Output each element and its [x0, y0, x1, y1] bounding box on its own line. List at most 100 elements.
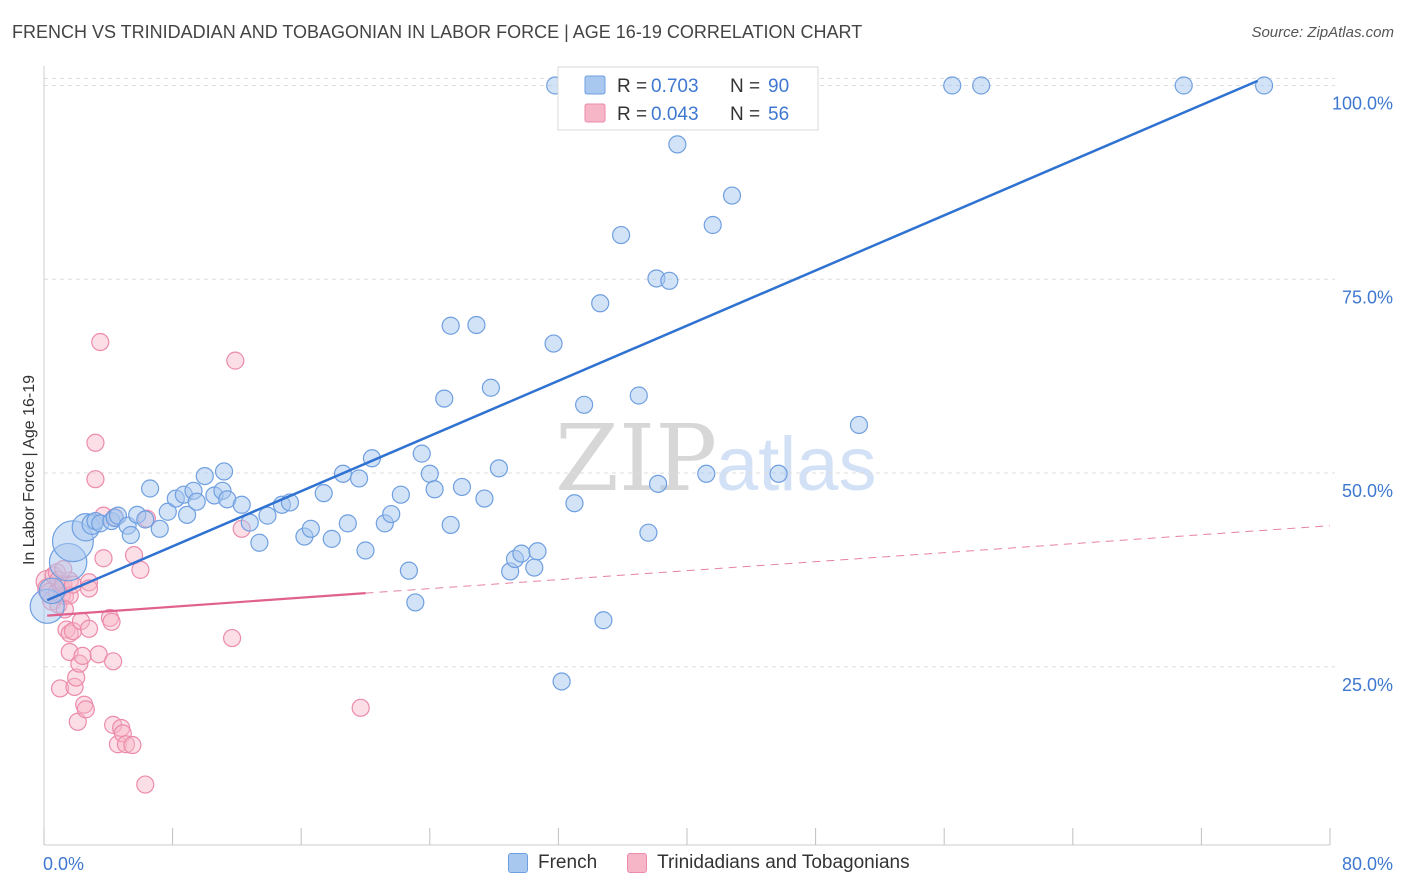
legend-item-trinidadians: Trinidadians and Tobagonians: [627, 852, 910, 874]
legend-top-r-label-trinidadians: R =: [617, 104, 647, 125]
french-point: [943, 76, 962, 95]
y-tick-labels: 25.0% 50.0% 75.0% 100.0%: [1332, 94, 1393, 695]
french-point: [525, 558, 544, 577]
french-point: [349, 469, 369, 488]
series-french-points: [29, 76, 1274, 691]
trinidadians-point: [86, 433, 105, 452]
trend-lines: [46, 79, 1331, 617]
legend-top-n-label-french: N =: [730, 76, 760, 97]
french-point: [435, 389, 454, 408]
french-point: [481, 378, 500, 397]
trinidadians-point: [94, 549, 113, 568]
trinidadians-point: [136, 775, 155, 794]
french-point: [452, 477, 472, 497]
trinidadians-trend-extension: [365, 525, 1331, 594]
source-attribution: Source: ZipAtlas.com: [1251, 24, 1394, 41]
french-point: [611, 225, 631, 245]
french-point: [575, 395, 594, 414]
legend-top-r-value-trinidadians: 0.043: [651, 104, 699, 125]
french-point: [544, 334, 563, 353]
legend-top-n-value-trinidadians: 56: [768, 104, 789, 125]
legend-top-n-value-french: 90: [768, 76, 789, 97]
french-point: [399, 561, 419, 580]
trinidadians-point: [226, 351, 245, 370]
trinidadians-point: [65, 677, 84, 697]
french-point: [668, 135, 687, 154]
french-point: [512, 544, 531, 563]
watermark-atlas: atlas: [716, 422, 877, 507]
french-point: [1254, 76, 1274, 95]
french-point: [150, 519, 169, 538]
legend-bottom: French Trinidadians and Tobagonians: [508, 852, 910, 874]
french-point: [528, 542, 547, 561]
x-tick-label-max: 80.0%: [1342, 854, 1393, 874]
y-tick-label: 75.0%: [1342, 287, 1393, 307]
legend-top-r-label-french: R =: [617, 76, 647, 97]
x-tick-labels: 0.0% 80.0%: [43, 854, 1393, 874]
french-point: [769, 464, 788, 483]
french-point: [301, 519, 320, 538]
trinidadians-point: [89, 645, 108, 664]
french-point: [232, 495, 251, 514]
french-point: [187, 492, 206, 511]
french-point: [441, 316, 460, 335]
french-point: [391, 485, 410, 504]
french-point: [1174, 76, 1193, 95]
trinidadians-point: [60, 624, 79, 643]
trinidadians-point: [351, 698, 370, 717]
french-point: [639, 523, 658, 542]
legend-top: R = 0.703 N = 90 R = 0.043 N = 56: [557, 66, 819, 131]
trinidadians-point: [76, 700, 95, 719]
french-point: [38, 577, 66, 605]
y-tick-label: 25.0%: [1342, 675, 1393, 695]
legend-label-trinidadians: Trinidadians and Tobagonians: [657, 852, 910, 873]
trinidadians-point: [123, 735, 142, 755]
trinidadians-point: [86, 470, 105, 489]
french-point: [594, 611, 613, 630]
trinidadians-point: [116, 735, 136, 754]
french-point: [214, 462, 234, 481]
y-tick-label: 50.0%: [1342, 481, 1393, 501]
legend-swatch-french: [508, 853, 528, 873]
french-point: [314, 484, 333, 503]
french-point: [338, 514, 357, 533]
french-point: [565, 494, 584, 513]
french-point: [972, 76, 991, 95]
x-tick-label-min: 0.0%: [43, 854, 84, 874]
trinidadians-point: [104, 652, 123, 671]
french-point: [136, 510, 155, 529]
legend-item-french: French: [508, 852, 597, 874]
french-point: [703, 215, 722, 235]
french-point: [697, 464, 716, 483]
trinidadians-point: [91, 332, 110, 352]
french-point: [195, 467, 214, 486]
watermark: ZIP atlas: [555, 405, 877, 512]
trinidadians-point: [50, 679, 70, 698]
french-point: [441, 515, 460, 535]
french-point: [140, 479, 160, 498]
french-point: [177, 505, 197, 524]
chart-title: FRENCH VS TRINIDADIAN AND TOBAGONIAN IN …: [12, 22, 863, 42]
french-point: [467, 315, 486, 335]
grid-lines: [44, 78, 1335, 668]
french-point: [648, 474, 668, 493]
trinidadians-trend-line: [47, 592, 366, 617]
trinidadians-point: [102, 612, 121, 631]
french-point: [489, 459, 509, 478]
trinidadians-point: [67, 668, 86, 687]
french-point: [425, 480, 444, 499]
trinidadians-point: [222, 628, 242, 648]
french-point: [406, 593, 425, 612]
legend-top-n-label-trinidadians: N =: [730, 104, 760, 125]
french-point: [420, 464, 439, 483]
french-point: [322, 529, 341, 548]
legend-swatch-trinidadians: [627, 853, 648, 873]
french-point: [412, 444, 431, 463]
french-point: [475, 489, 494, 508]
trinidadians-point: [73, 646, 92, 666]
legend-label-french: French: [538, 852, 598, 873]
french-point: [629, 386, 648, 405]
french-point: [849, 415, 869, 435]
french-point: [356, 541, 375, 560]
